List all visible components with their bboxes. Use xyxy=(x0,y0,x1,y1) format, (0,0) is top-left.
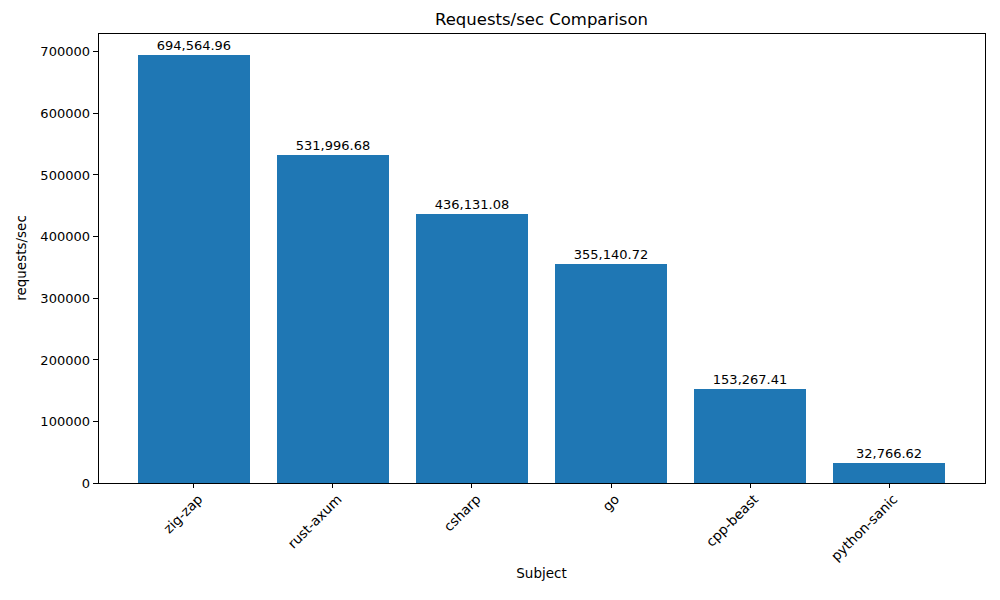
bar-value-label: 32,766.62 xyxy=(856,446,922,461)
y-tick xyxy=(93,174,98,175)
bar xyxy=(277,155,388,483)
x-tick xyxy=(193,483,194,488)
y-tick-label: 700000 xyxy=(18,44,90,59)
y-tick xyxy=(93,236,98,237)
y-tick xyxy=(93,421,98,422)
chart-title: Requests/sec Comparison xyxy=(98,10,985,30)
y-tick-label: 500000 xyxy=(18,167,90,182)
y-tick xyxy=(93,51,98,52)
x-tick xyxy=(471,483,472,488)
x-tick xyxy=(889,483,890,488)
y-tick xyxy=(93,113,98,114)
x-tick-label: cpp-beast xyxy=(703,491,762,550)
y-tick-label: 300000 xyxy=(18,291,90,306)
y-tick-label: 600000 xyxy=(18,106,90,121)
x-tick xyxy=(611,483,612,488)
bar xyxy=(416,214,527,483)
x-axis-label: Subject xyxy=(98,565,985,581)
y-tick xyxy=(93,298,98,299)
bar xyxy=(833,463,944,483)
bar xyxy=(694,389,805,483)
bar-value-label: 355,140.72 xyxy=(574,247,648,262)
y-tick xyxy=(93,359,98,360)
bar-chart-figure: Requests/sec Comparison requests/sec Sub… xyxy=(0,0,1000,600)
y-tick-label: 0 xyxy=(18,476,90,491)
x-tick-label: csharp xyxy=(440,491,483,534)
y-tick-label: 100000 xyxy=(18,414,90,429)
bar xyxy=(555,264,666,483)
x-tick xyxy=(750,483,751,488)
bar-value-label: 694,564.96 xyxy=(157,38,231,53)
x-tick-label: rust-axum xyxy=(284,491,344,551)
x-tick xyxy=(332,483,333,488)
bar-value-label: 153,267.41 xyxy=(713,372,787,387)
bar-value-label: 531,996.68 xyxy=(296,138,370,153)
y-tick-label: 400000 xyxy=(18,229,90,244)
x-tick-label: zig-zap xyxy=(160,491,205,536)
x-tick-label: python-sanic xyxy=(827,491,900,564)
bar-value-label: 436,131.08 xyxy=(435,197,509,212)
x-tick-label: go xyxy=(599,491,622,514)
y-tick-label: 200000 xyxy=(18,352,90,367)
y-tick xyxy=(93,483,98,484)
bar xyxy=(138,55,249,483)
